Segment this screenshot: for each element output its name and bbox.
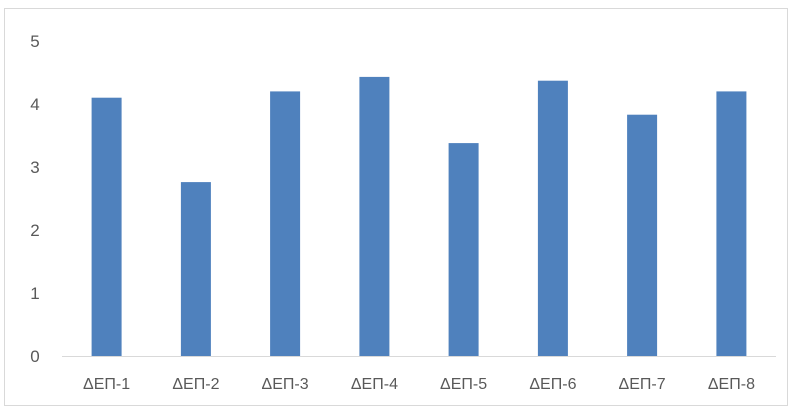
y-tick-label-3: 3 xyxy=(30,158,39,177)
bar-1 xyxy=(91,97,122,356)
bar-4 xyxy=(359,76,390,357)
y-tick-label-4: 4 xyxy=(30,95,39,114)
bar-6 xyxy=(537,80,568,356)
x-category-label-4: ΔΕΠ-4 xyxy=(351,376,398,393)
y-tick-label-1: 1 xyxy=(30,284,39,303)
bar-7 xyxy=(627,114,658,356)
y-tick-label-5: 5 xyxy=(30,32,39,51)
bar-2 xyxy=(180,182,211,356)
bar-3 xyxy=(270,91,301,357)
y-tick-label-0: 0 xyxy=(30,347,39,366)
bars-layer xyxy=(91,76,747,357)
x-category-label-8: ΔΕΠ-8 xyxy=(708,376,755,393)
x-category-label-5: ΔΕΠ-5 xyxy=(440,376,487,393)
x-category-label-6: ΔΕΠ-6 xyxy=(529,376,576,393)
bar-5 xyxy=(448,143,479,356)
axis-layer: 0 1 2 3 4 5 ΔΕΠ-1 ΔΕΠ-2 ΔΕΠ-3 ΔΕΠ-4 ΔΕΠ-5 ΔΕΠ-6 ΔΕΠ-… xyxy=(30,32,776,393)
chart-frame xyxy=(4,8,788,406)
x-category-label-1: ΔΕΠ-1 xyxy=(83,376,130,393)
x-category-label-7: ΔΕΠ-7 xyxy=(619,376,666,393)
bar-8 xyxy=(716,91,747,357)
x-category-label-3: ΔΕΠ-3 xyxy=(262,376,309,393)
x-category-label-2: ΔΕΠ-2 xyxy=(172,376,219,393)
y-tick-label-2: 2 xyxy=(30,221,39,240)
